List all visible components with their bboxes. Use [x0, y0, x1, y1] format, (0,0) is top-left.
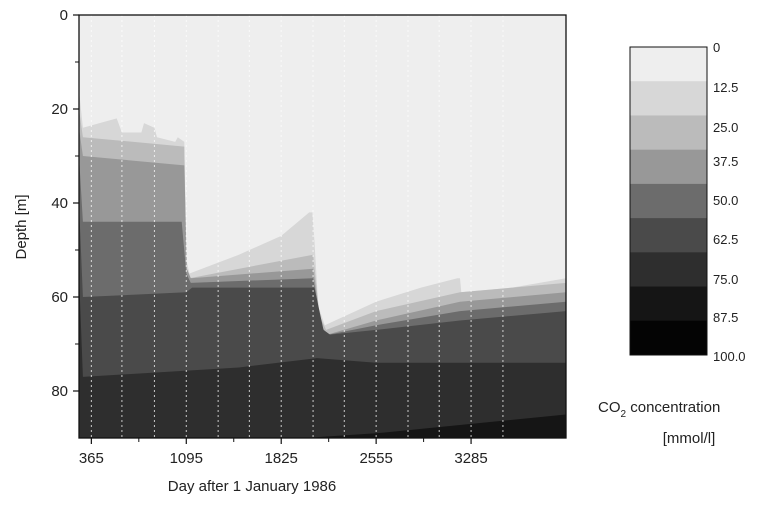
- y-axis-title: Depth [m]: [13, 194, 30, 259]
- colorbar-label-8: 100.0: [713, 349, 746, 364]
- plot-border: [78, 14, 567, 439]
- plot-area: [79, 15, 566, 439]
- colorbar-swatch-1: [630, 81, 707, 116]
- colorbar-units: [mmol/l]: [663, 430, 716, 447]
- colorbar-swatch-0: [630, 47, 707, 82]
- y-tick-label-1: 20: [51, 101, 68, 118]
- colorbar-label-1: 12.5: [713, 80, 738, 95]
- colorbar-swatch-4: [630, 183, 707, 219]
- y-tick-label-2: 40: [51, 195, 68, 212]
- colorbar-title-sub: 2: [621, 409, 627, 420]
- colorbar-swatch-3: [630, 149, 707, 185]
- y-axis: 0 20 40 60 80: [51, 7, 79, 400]
- x-tick-label-1: 1095: [170, 450, 203, 467]
- colorbar-label-0: 0: [713, 40, 720, 55]
- colorbar-title-main: CO: [598, 399, 621, 416]
- y-tick-label-3: 60: [51, 289, 68, 306]
- colorbar-swatch-7: [630, 286, 707, 322]
- x-tick-label-2: 1825: [265, 450, 298, 467]
- colorbar-label-7: 87.5: [713, 310, 738, 325]
- contour-band-6: [79, 273, 566, 438]
- plot-frame: [78, 14, 567, 439]
- colorbar-label-6: 75.0: [713, 272, 738, 287]
- colorbar-label-4: 50.0: [713, 193, 738, 208]
- colorbar-swatch-8: [630, 320, 707, 356]
- x-axis: 365 1095 1825 2555 3285: [79, 438, 488, 467]
- colorbar-swatch-5: [630, 218, 707, 253]
- x-tick-label-3: 2555: [359, 450, 392, 467]
- y-tick-label-4: 80: [51, 383, 68, 400]
- colorbar: 0 12.5 25.0 37.5 50.0 62.5 75.0 87.5 100.0: [629, 40, 746, 364]
- x-tick-label-4: 3285: [454, 450, 487, 467]
- colorbar-label-3: 37.5: [713, 154, 738, 169]
- colorbar-label-2: 25.0: [713, 120, 738, 135]
- colorbar-swatch-2: [630, 115, 707, 151]
- colorbar-label-5: 62.5: [713, 232, 738, 247]
- x-axis-title: Day after 1 January 1986: [168, 478, 336, 495]
- contour-band-7: [79, 414, 566, 438]
- colorbar-title-rest: concentration: [626, 399, 720, 416]
- x-tick-label-0: 365: [79, 450, 104, 467]
- y-tick-label-0: 0: [60, 7, 68, 24]
- colorbar-swatch-6: [630, 252, 707, 288]
- colorbar-title: CO2 concentration: [598, 399, 720, 420]
- colorbar-border: [629, 46, 708, 356]
